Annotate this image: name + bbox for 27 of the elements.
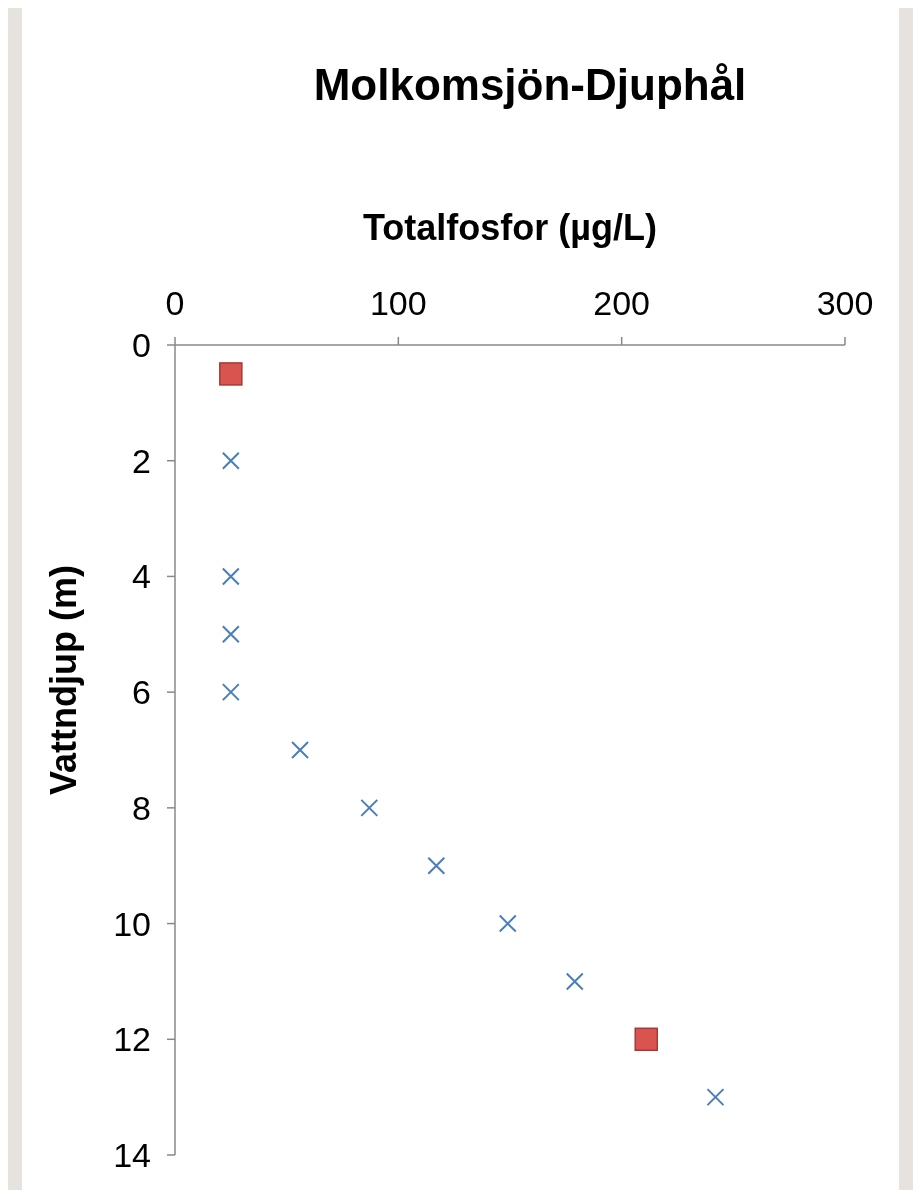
x-tick-label: 200 [593,284,651,322]
point [360,798,379,817]
y-axis-title: Vattndjup (m) [43,565,84,795]
x-tick-label: 300 [816,284,874,322]
y-tick-label: 0 [132,326,151,364]
y-tick-label: 6 [132,673,151,712]
point [427,856,446,875]
x-tick-label: 100 [369,284,427,322]
chart-title: Molkomsjön-Djuphål [313,60,747,109]
y-tick-label: 12 [113,1020,151,1059]
y-tick-label: 4 [132,557,151,596]
point [221,451,240,470]
y-tick-label: 2 [132,441,151,480]
point [291,741,310,759]
point [565,972,584,991]
point [221,567,240,586]
point [706,1088,725,1107]
y-tick-label: 14 [113,1136,151,1174]
point [221,625,240,644]
point [219,362,243,386]
y-tick-label: 8 [132,788,151,827]
point [634,1027,658,1052]
point [221,683,240,702]
y-tick-label: 10 [113,904,151,943]
point [498,914,517,933]
x-tick-label: 0 [165,284,185,322]
x-axis-title: Totalfosfor (µg/L) [362,207,658,248]
